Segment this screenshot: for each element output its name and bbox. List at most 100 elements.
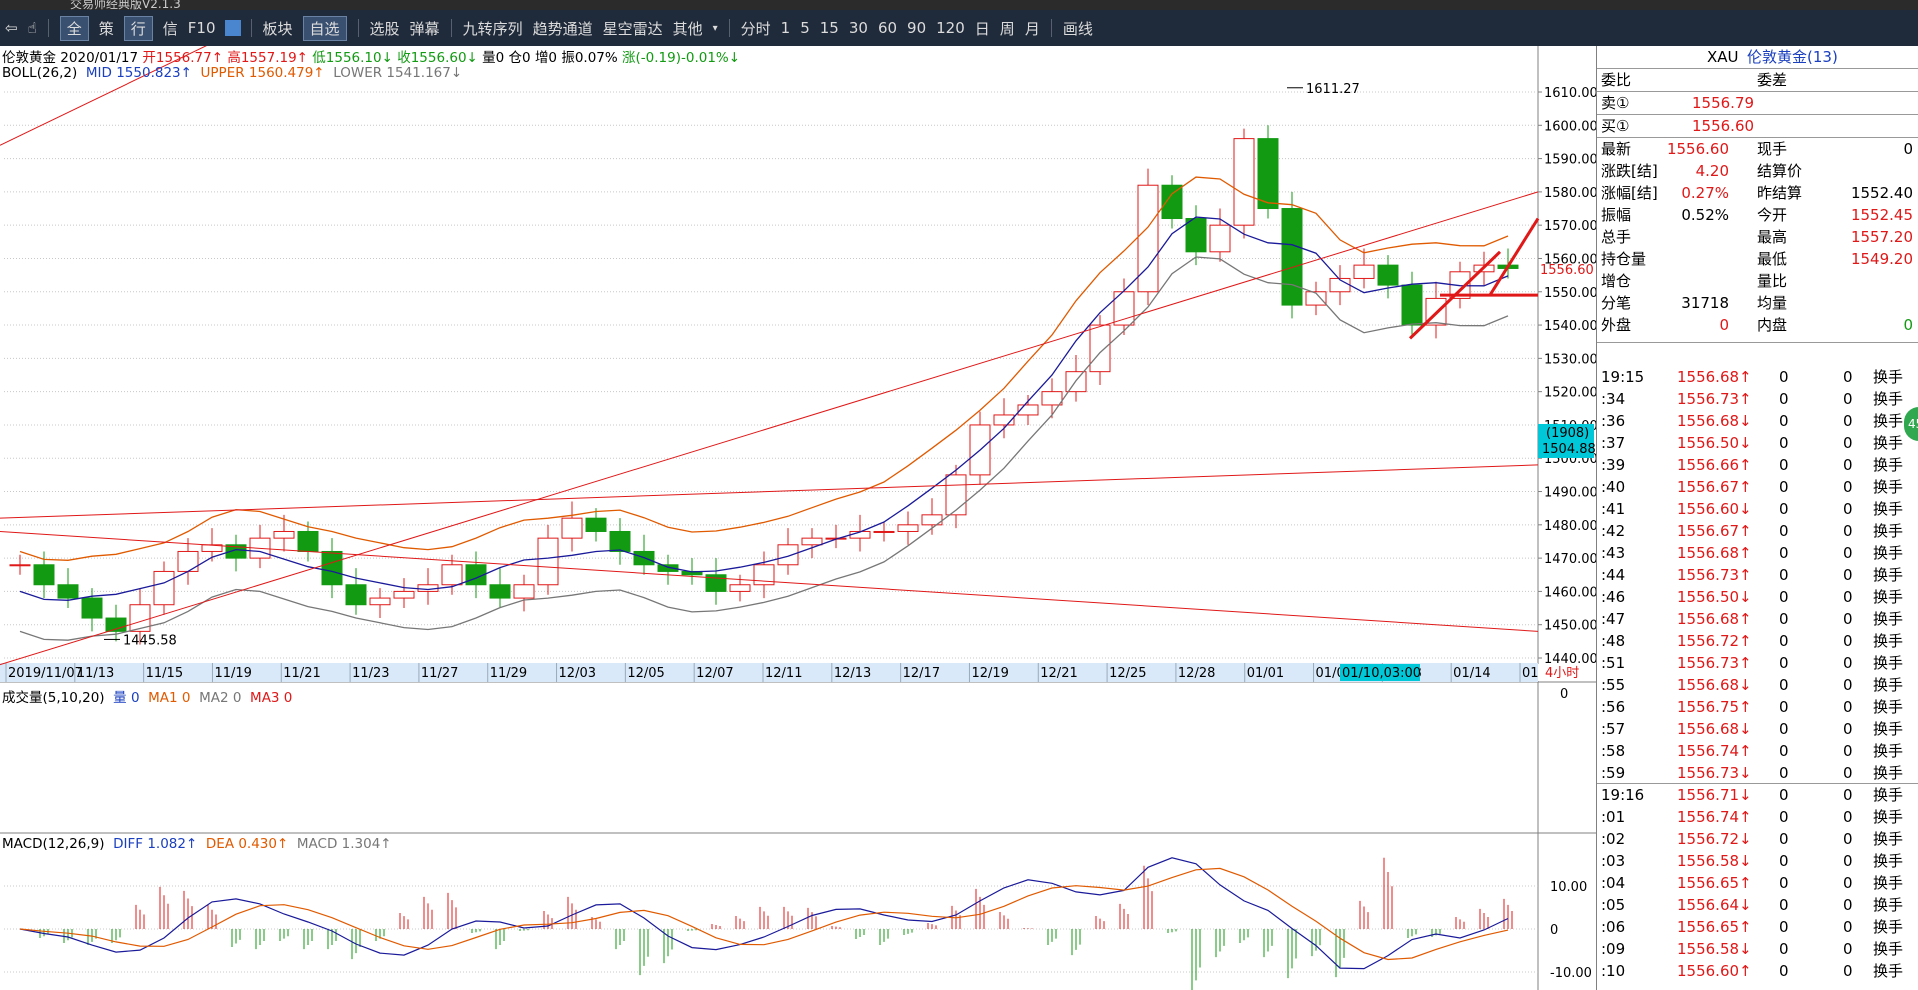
quote-row-label: 持仓量: [1601, 250, 1647, 268]
quick-strategy-button[interactable]: 策: [98, 19, 114, 38]
candle: [657, 564, 679, 572]
volume-label: 成交量(5,10,20): [2, 690, 105, 706]
period-1[interactable]: 1: [780, 19, 791, 37]
cursor-price-box: [1538, 423, 1594, 458]
chevron-down-icon[interactable]: ▾: [712, 22, 718, 34]
tick-time: :44: [1601, 566, 1626, 584]
star-radar-button[interactable]: 星空雷达: [602, 19, 663, 38]
side-badge[interactable]: 45: [1904, 407, 1918, 441]
candle: [513, 584, 535, 599]
y-tick-label: 1460.00: [1544, 585, 1596, 600]
volume-axis-label: 0: [1560, 687, 1568, 702]
chart-area[interactable]: 1610.00 1600.00 1590.00 1580.00 1570.00 1560.…: [0, 46, 1596, 990]
tick-time: :41: [1601, 500, 1626, 518]
title-bar: 交易师经典版V2.1.3: [0, 0, 1918, 10]
candle: [33, 564, 55, 586]
tick-row: :43 1556.68↑ 0 0 换手: [1597, 542, 1918, 564]
period-day[interactable]: 日: [974, 19, 990, 38]
period-timeshare[interactable]: 分时: [740, 19, 771, 38]
tick-row: :47 1556.68↑ 0 0 换手: [1597, 608, 1918, 630]
period-month[interactable]: 月: [1024, 19, 1040, 38]
stock-picker-button[interactable]: 选股: [369, 19, 400, 38]
period-90[interactable]: 90: [907, 19, 927, 37]
draw-line-button[interactable]: 画线: [1062, 19, 1093, 38]
tick-row: :10 1556.60↑ 0 0 换手: [1597, 960, 1918, 982]
tick-time: :34: [1601, 390, 1626, 408]
quick-quote-button[interactable]: 行: [123, 15, 153, 41]
tick-time: :06: [1601, 918, 1626, 936]
divider: [1597, 68, 1918, 69]
period-week[interactable]: 周: [999, 19, 1015, 38]
tick-type: 换手: [1873, 478, 1904, 496]
other-dropdown[interactable]: 其他: [672, 19, 703, 38]
tick-type: 换手: [1873, 434, 1904, 452]
period-5[interactable]: 5: [800, 19, 810, 37]
divider: [1597, 137, 1918, 138]
sell1-label: 卖①: [1601, 94, 1630, 112]
tick-position: 0: [1843, 654, 1853, 672]
nine-turn-button[interactable]: 九转序列: [462, 19, 523, 38]
y-tick-label: 1450.00: [1544, 619, 1596, 634]
period-120[interactable]: 120: [936, 19, 965, 37]
f10-button[interactable]: F10: [187, 19, 216, 37]
quick-all-button[interactable]: 全: [59, 15, 89, 41]
period-30[interactable]: 30: [848, 19, 868, 37]
tick-position: 0: [1843, 830, 1853, 848]
tick-volume: 0: [1779, 962, 1789, 980]
tick-type: 换手: [1873, 500, 1904, 518]
tick-volume: 0: [1779, 566, 1789, 584]
tick-volume: 0: [1779, 698, 1789, 716]
info-button[interactable]: 信: [162, 19, 178, 38]
tick-row: :03 1556.58↓ 0 0 换手: [1597, 850, 1918, 872]
quote-row: 振幅 0.52% 今开 1552.45: [1597, 204, 1918, 226]
quote-row-label: 涨幅[结]: [1601, 184, 1658, 202]
x-tick-label: 12/13: [834, 666, 871, 681]
tick-position: 0: [1843, 742, 1853, 760]
tick-type: 换手: [1873, 962, 1904, 980]
candle: [1113, 291, 1135, 326]
trend-line: [0, 46, 207, 146]
tick-position: 0: [1843, 808, 1853, 826]
tick-time: :47: [1601, 610, 1626, 628]
tick-volume: 0: [1779, 720, 1789, 738]
x-tick-label: 11/13: [77, 666, 114, 681]
tick-position: 0: [1843, 478, 1853, 496]
tick-time: 19:15: [1601, 368, 1645, 386]
back-icon[interactable]: ⇦: [5, 19, 18, 37]
macd-tick-label: 10.00: [1550, 880, 1587, 895]
tick-row: :02 1556.72↓ 0 0 换手: [1597, 828, 1918, 850]
tick-price: 1556.65↑: [1677, 918, 1752, 936]
candle: [777, 544, 799, 566]
pointer-icon[interactable]: ☝: [27, 19, 37, 37]
tick-price: 1556.58↓: [1677, 852, 1752, 870]
tick-time: :59: [1601, 764, 1626, 782]
quote-header: XAU 伦敦黄金(13): [1597, 46, 1918, 68]
quote-row-label: 最高: [1757, 228, 1788, 246]
tick-volume: 0: [1779, 764, 1789, 782]
watchlist-dropdown[interactable]: 自选: [302, 15, 347, 41]
tick-price: 1556.67↑: [1677, 478, 1752, 496]
sector-button[interactable]: 板块: [262, 19, 293, 38]
tick-position: 0: [1843, 588, 1853, 606]
quote-row-value: 4.20: [1695, 162, 1729, 180]
quote-row-label: 分笔: [1601, 294, 1632, 312]
tick-volume: 0: [1779, 940, 1789, 958]
window-icon[interactable]: [224, 20, 241, 36]
tick-row: :56 1556.75↑ 0 0 换手: [1597, 696, 1918, 718]
bar-date: 2020/01/17: [60, 50, 139, 66]
tick-row: 19:15 1556.68↑ 0 0 换手: [1597, 366, 1918, 388]
tick-volume: 0: [1779, 676, 1789, 694]
commission-row: 委比 委差: [1597, 69, 1918, 91]
tick-row: :51 1556.73↑ 0 0 换手: [1597, 652, 1918, 674]
tick-position: 0: [1843, 566, 1853, 584]
tick-time: :05: [1601, 896, 1626, 914]
barrage-button[interactable]: 弹幕: [409, 19, 440, 38]
candle: [81, 597, 103, 619]
period-15[interactable]: 15: [819, 19, 839, 37]
sell1-row[interactable]: 卖① 1556.79: [1597, 92, 1918, 114]
tick-row: :42 1556.67↑ 0 0 换手: [1597, 520, 1918, 542]
trend-channel-button[interactable]: 趋势通道: [532, 19, 593, 38]
buy1-row[interactable]: 买① 1556.60: [1597, 115, 1918, 137]
tick-position: 0: [1843, 918, 1853, 936]
period-60[interactable]: 60: [877, 19, 898, 37]
